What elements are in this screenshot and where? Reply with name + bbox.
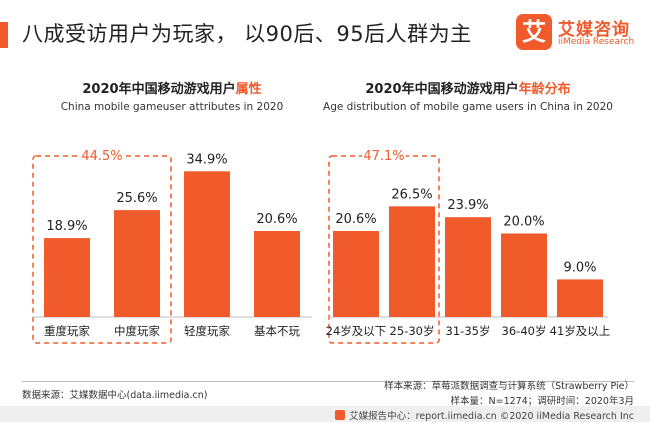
chart-title-main: 2020年中国移动游戏用户	[82, 82, 236, 97]
data-label-0: 20.6%	[335, 212, 376, 227]
report-center-text: 艾媒报告中心：report.iimedia.cn ©2020 iiMedia R…	[349, 411, 634, 422]
bar-1	[389, 206, 435, 317]
data-label-0: 18.9%	[46, 219, 87, 234]
chart-subtitle: Age distribution of mobile game users in…	[323, 101, 613, 113]
chart-title: 2020年中国移动游戏用户年龄分布	[318, 78, 618, 97]
sample-source: 样本来源：草莓派数据调查与计算系统（Strawberry Pie）	[384, 381, 634, 392]
data-label-4: 9.0%	[563, 260, 596, 275]
category-label-3: 36-40岁	[502, 324, 547, 338]
report-logo-icon	[335, 410, 346, 420]
title-accent-bar	[0, 22, 8, 48]
bar-3	[501, 233, 547, 317]
category-label-0: 重度玩家	[44, 324, 90, 338]
logo-name-cn: 艾媒咨询	[558, 20, 630, 40]
category-label-2: 轻度玩家	[184, 324, 230, 338]
category-label-4: 41岁及以上	[550, 324, 611, 338]
brand-logo: 艾 艾媒咨询 iiMedia Research	[516, 14, 646, 54]
chart-title-highlight: 属性	[235, 82, 262, 97]
footer-divider	[22, 381, 634, 382]
bottom-band	[0, 406, 650, 422]
category-label-1: 25-30岁	[390, 324, 435, 338]
logo-mark-icon: 艾	[516, 14, 552, 50]
data-source: 数据来源：艾媒数据中心(data.iimedia.cn)	[22, 390, 208, 401]
group-label-bg	[362, 147, 406, 163]
group-label-bg	[80, 147, 124, 163]
category-label-2: 31-35岁	[446, 324, 491, 338]
bar-3	[254, 230, 300, 317]
report-center-link[interactable]: 艾媒报告中心：report.iimedia.cn ©2020 iiMedia R…	[335, 408, 634, 422]
data-label-2: 23.9%	[447, 198, 488, 213]
bar-0	[44, 238, 90, 317]
bar-0	[333, 230, 379, 317]
bar-1	[114, 210, 160, 317]
bar-4	[557, 279, 603, 317]
data-label-1: 26.5%	[391, 187, 432, 202]
group-highlight-box	[328, 155, 440, 344]
logo-name-en: iiMedia Research	[558, 37, 635, 47]
chart-age-distribution: 2020年中国移动游戏用户年龄分布 Age distribution of mo…	[318, 72, 618, 362]
bar-2	[445, 217, 491, 317]
data-label-3: 20.0%	[503, 215, 544, 230]
group-total-label: 44.5%	[81, 149, 122, 164]
data-label-3: 20.6%	[256, 212, 297, 227]
chart-title: 2020年中国移动游戏用户属性	[22, 78, 322, 97]
chart-title-highlight: 年龄分布	[518, 82, 571, 97]
chart-title-main: 2020年中国移动游戏用户	[365, 82, 519, 97]
data-label-1: 25.6%	[116, 191, 157, 206]
chart-subtitle: China mobile gameuser attributes in 2020	[60, 101, 284, 113]
page-title: 八成受访用户为玩家， 以90后、95后人群为主	[22, 22, 472, 46]
chart-plot: 44.5% 18.9% 重度玩家 25.6% 中度玩家 34.9% 轻度玩家 20.6% 基本不…	[32, 147, 312, 344]
group-total-label: 47.1%	[363, 149, 404, 164]
category-label-1: 中度玩家	[114, 324, 160, 338]
chart-user-attributes: 2020年中国移动游戏用户属性 China mobile gameuser at…	[22, 72, 322, 362]
sample-size: 样本量：N=1274；调研时间：2020年3月	[450, 396, 634, 407]
category-label-0: 24岁及以下	[326, 324, 387, 338]
category-label-3: 基本不玩	[254, 324, 300, 338]
chart-plot: 47.1% 20.6% 24岁及以下 26.5% 25-30岁 23.9% 31-35岁 20…	[326, 147, 611, 344]
data-label-2: 34.9%	[186, 152, 227, 167]
bar-2	[184, 171, 230, 317]
